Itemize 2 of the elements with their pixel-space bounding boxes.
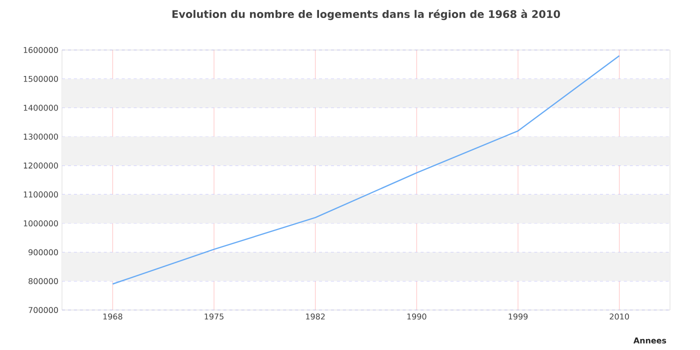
- line-series: [112, 55, 620, 285]
- chart-title: Evolution du nombre de logements dans la région de 1968 à 2010: [172, 10, 560, 20]
